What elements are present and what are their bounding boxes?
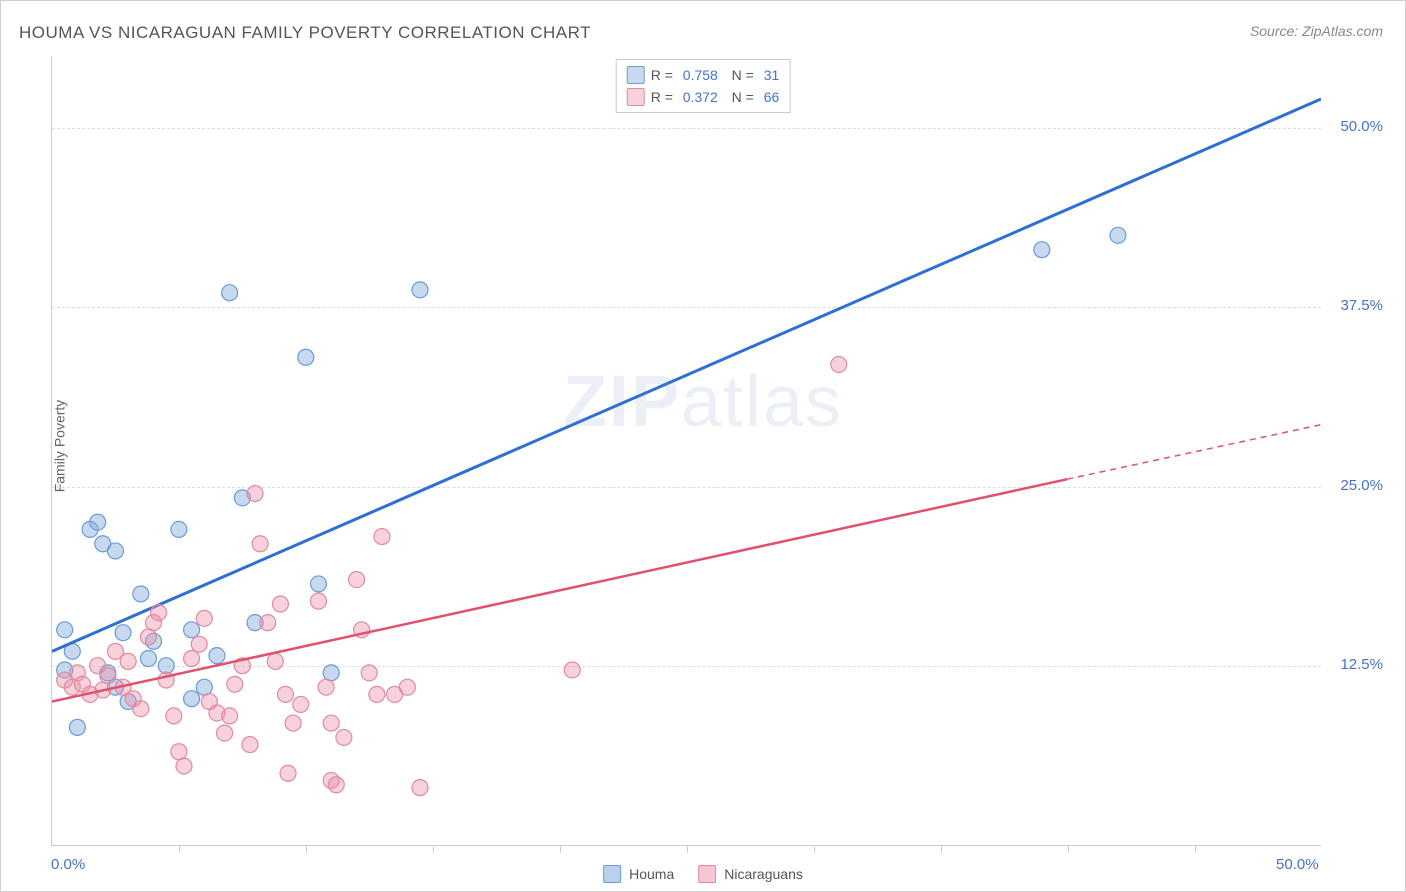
scatter-point	[166, 708, 182, 724]
x-tick	[814, 845, 815, 853]
scatter-point	[252, 536, 268, 552]
legend-label-houma: Houma	[629, 866, 674, 882]
houma-r-value: 0.758	[683, 67, 718, 83]
scatter-point	[120, 653, 136, 669]
x-tick	[941, 845, 942, 853]
legend-series: Houma Nicaraguans	[603, 865, 803, 883]
scatter-point	[222, 285, 238, 301]
x-tick	[560, 845, 561, 853]
scatter-point	[151, 605, 167, 621]
scatter-point	[133, 701, 149, 717]
scatter-point	[310, 576, 326, 592]
chart-container: HOUMA VS NICARAGUAN FAMILY POVERTY CORRE…	[0, 0, 1406, 892]
scatter-point	[267, 653, 283, 669]
scatter-point	[100, 668, 116, 684]
scatter-point	[369, 686, 385, 702]
x-tick	[433, 845, 434, 853]
scatter-point	[69, 719, 85, 735]
scatter-point	[361, 665, 377, 681]
scatter-point	[280, 765, 296, 781]
scatter-point	[158, 658, 174, 674]
scatter-point	[242, 737, 258, 753]
regression-line	[52, 99, 1321, 651]
scatter-point	[140, 629, 156, 645]
regression-line-dashed	[1067, 425, 1321, 480]
legend-item-nic: Nicaraguans	[698, 865, 803, 883]
scatter-point	[217, 725, 233, 741]
legend-label-nic: Nicaraguans	[724, 866, 803, 882]
chart-title: HOUMA VS NICARAGUAN FAMILY POVERTY CORRE…	[19, 23, 591, 43]
scatter-point	[222, 708, 238, 724]
nic-r-value: 0.372	[683, 89, 718, 105]
scatter-point	[323, 715, 339, 731]
scatter-point	[171, 521, 187, 537]
x-tick	[306, 845, 307, 853]
scatter-point	[140, 651, 156, 667]
legend-item-houma: Houma	[603, 865, 674, 883]
scatter-point	[1034, 242, 1050, 258]
scatter-point	[564, 662, 580, 678]
scatter-point	[318, 679, 334, 695]
scatter-point	[272, 596, 288, 612]
scatter-point	[278, 686, 294, 702]
scatter-point	[115, 625, 131, 641]
scatter-point	[349, 572, 365, 588]
y-tick-label: 12.5%	[1340, 656, 1383, 673]
scatter-point	[209, 648, 225, 664]
scatter-point	[57, 622, 73, 638]
scatter-point	[336, 729, 352, 745]
plot-area	[51, 56, 1321, 846]
scatter-point	[293, 696, 309, 712]
houma-swatch-icon	[627, 66, 645, 84]
x-tick	[1068, 845, 1069, 853]
scatter-point	[184, 651, 200, 667]
nic-n-value: 66	[764, 89, 780, 105]
legend-stats: R = 0.758 N = 31 R = 0.372 N = 66	[616, 59, 791, 113]
y-tick-label: 37.5%	[1340, 297, 1383, 314]
scatter-point	[399, 679, 415, 695]
x-tick	[687, 845, 688, 853]
scatter-point	[191, 636, 207, 652]
scatter-point	[412, 780, 428, 796]
scatter-point	[90, 514, 106, 530]
houma-n-value: 31	[764, 67, 780, 83]
scatter-point	[247, 486, 263, 502]
regression-line	[52, 479, 1067, 701]
scatter-point	[374, 529, 390, 545]
houma-swatch-icon	[603, 865, 621, 883]
x-tick-label: 0.0%	[51, 856, 85, 873]
scatter-point	[831, 356, 847, 372]
scatter-point	[412, 282, 428, 298]
scatter-point	[176, 758, 192, 774]
legend-row-houma: R = 0.758 N = 31	[627, 64, 780, 86]
y-tick-label: 25.0%	[1340, 477, 1383, 494]
scatter-point	[227, 676, 243, 692]
nic-swatch-icon	[627, 88, 645, 106]
scatter-point	[328, 777, 344, 793]
y-tick-label: 50.0%	[1340, 118, 1383, 135]
scatter-point	[184, 622, 200, 638]
x-tick	[1195, 845, 1196, 853]
x-tick	[179, 845, 180, 853]
scatter-point	[196, 610, 212, 626]
scatter-point	[285, 715, 301, 731]
chart-svg	[52, 56, 1321, 845]
scatter-point	[260, 615, 276, 631]
scatter-point	[1110, 227, 1126, 243]
nic-swatch-icon	[698, 865, 716, 883]
scatter-point	[310, 593, 326, 609]
scatter-point	[184, 691, 200, 707]
x-tick-label: 50.0%	[1276, 856, 1319, 873]
scatter-point	[171, 744, 187, 760]
legend-row-nic: R = 0.372 N = 66	[627, 86, 780, 108]
scatter-point	[323, 665, 339, 681]
scatter-point	[133, 586, 149, 602]
scatter-point	[107, 543, 123, 559]
scatter-point	[196, 679, 212, 695]
source-label: Source: ZipAtlas.com	[1250, 23, 1383, 39]
scatter-point	[298, 349, 314, 365]
